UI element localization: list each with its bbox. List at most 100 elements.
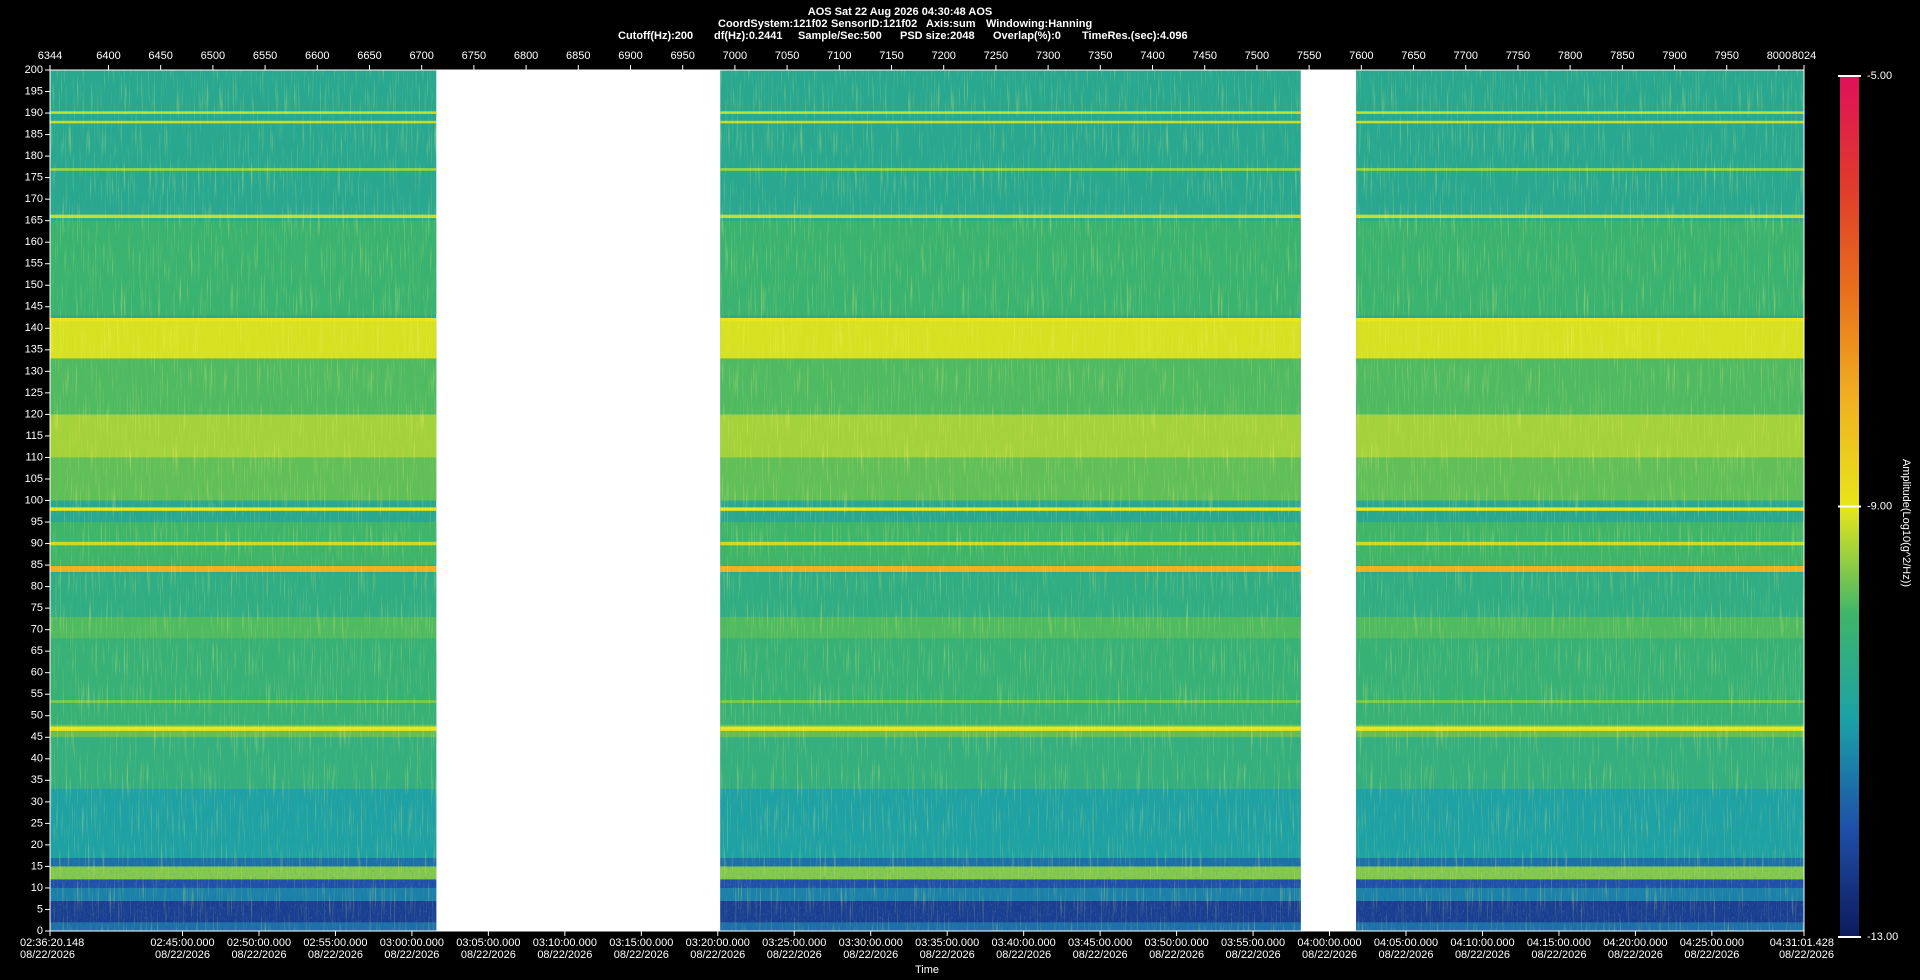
time-tick-label: 03:40:00.000 — [992, 937, 1056, 949]
x-tick-label: 7700 — [1453, 50, 1477, 62]
time-tick-date: 08/22/2026 — [1684, 949, 1739, 961]
x-tick-label: 7200 — [931, 50, 955, 62]
time-tick-label: 03:00:00.000 — [380, 937, 444, 949]
time-tick-label: 03:30:00.000 — [839, 937, 903, 949]
colorbar-label: Amplitude(Log10(g^2/Hz)) — [1900, 459, 1912, 587]
x-tick-label: 7150 — [879, 50, 903, 62]
x-tick-label: 6344 — [38, 50, 62, 62]
x-tick-label: 7800 — [1558, 50, 1582, 62]
y-tick-label: 130 — [25, 365, 43, 377]
x-tick-label: 7650 — [1401, 50, 1425, 62]
time-tick-date: 08/22/2026 — [20, 949, 75, 961]
y-tick-label: 110 — [25, 451, 43, 463]
header-item: TimeRes.(sec):4.096 — [1082, 30, 1188, 42]
time-tick-label: 04:31:01.428 — [1770, 937, 1834, 949]
header-item: SensorID:121f02 — [831, 18, 917, 30]
y-tick-label: 20 — [31, 839, 43, 851]
time-tick-label: 04:20:00.000 — [1603, 937, 1667, 949]
time-tick-label: 04:10:00.000 — [1450, 937, 1514, 949]
x-tick-label: 6800 — [514, 50, 538, 62]
y-tick-label: 55 — [31, 688, 43, 700]
x-tick-label: 7250 — [984, 50, 1008, 62]
time-tick-date: 08/22/2026 — [614, 949, 669, 961]
x-tick-label: 7600 — [1349, 50, 1373, 62]
time-tick-date: 08/22/2026 — [1608, 949, 1663, 961]
time-tick-date: 08/22/2026 — [1073, 949, 1128, 961]
time-tick-date: 08/22/2026 — [1455, 949, 1510, 961]
texture — [1356, 780, 1804, 931]
time-tick-date: 08/22/2026 — [461, 949, 516, 961]
x-tick-label: 7350 — [1088, 50, 1112, 62]
x-tick-label: 6750 — [462, 50, 486, 62]
time-tick-date: 08/22/2026 — [1302, 949, 1357, 961]
colorbar-tick-label: -9.00 — [1867, 500, 1892, 512]
time-tick-label: 03:20:00.000 — [686, 937, 750, 949]
y-tick-label: 195 — [25, 85, 43, 97]
y-tick-label: 60 — [31, 667, 43, 679]
y-tick-label: 160 — [25, 236, 43, 248]
y-tick-label: 0 — [37, 925, 43, 937]
y-tick-label: 80 — [31, 581, 43, 593]
x-tick-label: 8000 — [1767, 50, 1791, 62]
x-tick-label: 6900 — [618, 50, 642, 62]
time-tick-date: 08/22/2026 — [1378, 949, 1433, 961]
y-tick-label: 190 — [25, 107, 43, 119]
y-tick-label: 145 — [25, 301, 43, 313]
x-tick-label: 7950 — [1714, 50, 1738, 62]
time-tick-label: 03:55:00.000 — [1221, 937, 1285, 949]
y-tick-label: 95 — [31, 516, 43, 528]
y-tick-label: 25 — [31, 817, 43, 829]
time-tick-date: 08/22/2026 — [308, 949, 363, 961]
time-tick-date: 08/22/2026 — [767, 949, 822, 961]
x-tick-label: 6400 — [96, 50, 120, 62]
time-tick-date: 08/22/2026 — [1226, 949, 1281, 961]
time-tick-label: 02:50:00.000 — [227, 937, 291, 949]
time-tick-label: 03:15:00.000 — [609, 937, 673, 949]
y-tick-label: 125 — [25, 387, 43, 399]
y-tick-label: 105 — [25, 473, 43, 485]
time-tick-label: 02:55:00.000 — [303, 937, 367, 949]
x-tick-label: 7850 — [1610, 50, 1634, 62]
x-tick-label: 6950 — [670, 50, 694, 62]
time-tick-label: 04:25:00.000 — [1680, 937, 1744, 949]
x-tick-label: 6700 — [409, 50, 433, 62]
texture — [50, 780, 437, 931]
colorbar-tick-label: -5.00 — [1867, 70, 1892, 82]
x-tick-label: 7050 — [775, 50, 799, 62]
y-tick-label: 85 — [31, 559, 43, 571]
time-tick-label: 03:10:00.000 — [533, 937, 597, 949]
y-tick-label: 155 — [25, 258, 43, 270]
time-tick-date: 08/22/2026 — [231, 949, 286, 961]
y-tick-label: 185 — [25, 128, 43, 140]
x-tick-label: 7750 — [1506, 50, 1530, 62]
y-tick-label: 45 — [31, 731, 43, 743]
header-item: Cutoff(Hz):200 — [618, 30, 693, 42]
x-tick-label: 7000 — [723, 50, 747, 62]
time-tick-date: 08/22/2026 — [1531, 949, 1586, 961]
x-tick-label: 6550 — [253, 50, 277, 62]
time-tick-label: 03:05:00.000 — [456, 937, 520, 949]
header-item: df(Hz):0.2441 — [714, 30, 782, 42]
y-tick-label: 180 — [25, 150, 43, 162]
time-tick-date: 08/22/2026 — [996, 949, 1051, 961]
time-tick-label: 04:00:00.000 — [1297, 937, 1361, 949]
time-tick-date: 08/22/2026 — [1779, 949, 1834, 961]
y-tick-label: 115 — [25, 430, 43, 442]
time-tick-label: 04:15:00.000 — [1527, 937, 1591, 949]
x-tick-label: 7900 — [1662, 50, 1686, 62]
texture — [720, 780, 1301, 931]
x-tick-label: 7450 — [1192, 50, 1216, 62]
time-tick-label: 03:35:00.000 — [915, 937, 979, 949]
chart-title: AOS Sat 22 Aug 2026 04:30:48 AOS — [808, 6, 992, 18]
x-tick-label: 6500 — [201, 50, 225, 62]
y-tick-label: 5 — [37, 903, 43, 915]
y-tick-label: 50 — [31, 710, 43, 722]
y-tick-label: 120 — [25, 408, 43, 420]
y-tick-label: 35 — [31, 774, 43, 786]
x-tick-label: 7550 — [1297, 50, 1321, 62]
x-tick-label: 6650 — [357, 50, 381, 62]
y-tick-label: 40 — [31, 753, 43, 765]
x-tick-label: 7100 — [827, 50, 851, 62]
y-tick-label: 165 — [25, 215, 43, 227]
time-tick-date: 08/22/2026 — [155, 949, 210, 961]
